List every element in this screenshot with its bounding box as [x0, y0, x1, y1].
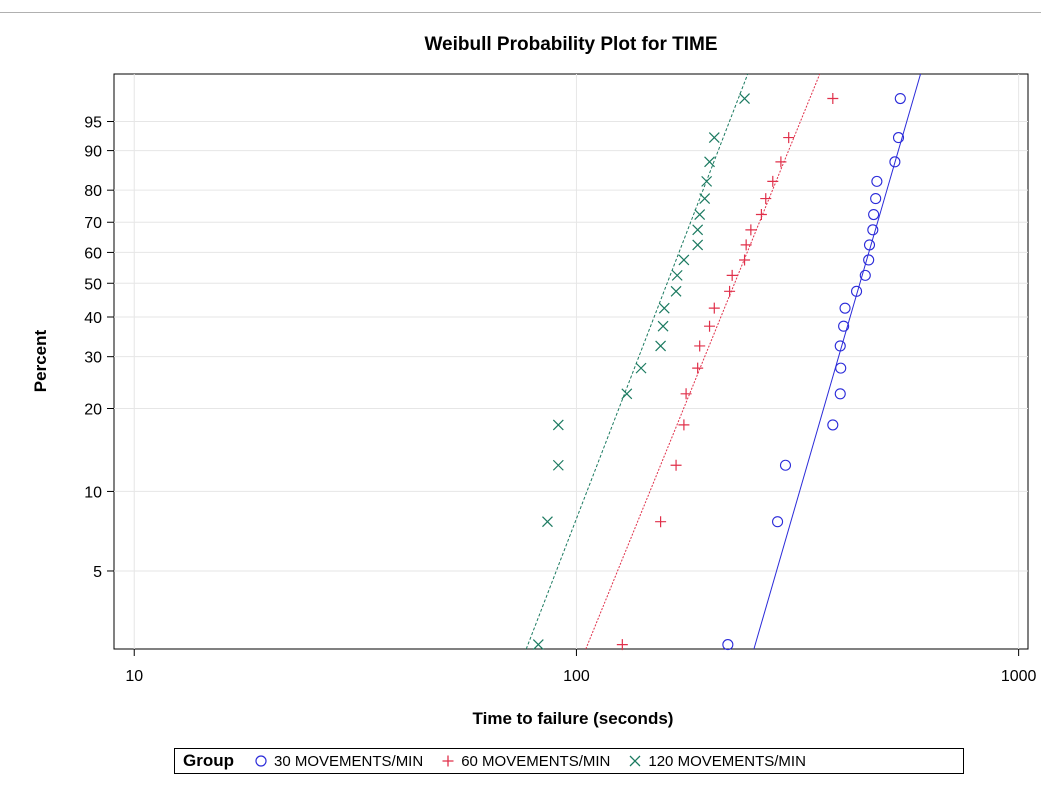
data-point-circle [834, 388, 846, 400]
y-tick-label: 20 [84, 402, 102, 419]
data-point-circle [772, 516, 784, 528]
y-tick-label: 30 [84, 350, 102, 367]
data-point-circle [863, 239, 876, 251]
y-tick-label: 10 [84, 484, 102, 501]
data-point-plus [775, 156, 787, 168]
data-point-plus [724, 285, 736, 297]
legend-label: 60 MOVEMENTS/MIN [461, 752, 611, 770]
legend-item-30: 30 MOVEMENTS/MIN [254, 753, 423, 770]
data-point-x [692, 239, 704, 251]
data-point-plus [767, 175, 779, 187]
data-point-plus [726, 269, 738, 281]
chart-title: Weibull Probability Plot for TIME [424, 34, 717, 55]
data-point-x [621, 388, 633, 400]
data-point-plus [692, 362, 704, 374]
x-axis-ticks: 10 100 1000 [125, 649, 1037, 685]
top-divider [0, 12, 1041, 13]
data-point-x [699, 193, 711, 204]
data-point-x [739, 93, 750, 104]
y-tick-label: 50 [84, 276, 102, 293]
data-point-plus [745, 224, 757, 236]
legend-item-120: 120 MOVEMENTS/MIN [628, 753, 806, 770]
data-point-circle [827, 419, 839, 431]
data-point-circle [835, 362, 847, 374]
data-point-x [532, 639, 544, 651]
data-point-circle [870, 193, 882, 205]
x-axis-label: Time to failure (seconds) [473, 709, 674, 728]
data-point-plus [827, 93, 839, 105]
data-point-circle [867, 224, 879, 236]
legend-title: Group [183, 751, 234, 770]
data-point-circle [838, 320, 850, 332]
data-point-circle [839, 302, 851, 314]
data-point-x [692, 224, 704, 236]
fit-line [753, 73, 922, 650]
data-point-plus [680, 388, 692, 400]
data-point-x [694, 209, 706, 220]
data-point-circle [894, 92, 906, 105]
data-point-x [657, 320, 669, 332]
fit-line [525, 73, 749, 650]
data-point-x [552, 459, 564, 471]
x-tick-label: 1000 [1001, 668, 1037, 685]
data-point-plus [678, 419, 690, 431]
data-point-circle [863, 254, 875, 266]
y-tick-label: 60 [84, 245, 102, 262]
legend-label: 120 MOVEMENTS/MIN [648, 752, 806, 770]
data-point-circle [722, 639, 734, 651]
data-point-circle [889, 156, 901, 168]
data-point-plus [740, 239, 752, 251]
y-axis-ticks: 5 10 20 30 40 50 60 70 80 90 95 [84, 115, 114, 581]
data-point-plus [739, 254, 751, 266]
data-point-plus [704, 320, 716, 332]
data-point-circle [779, 459, 792, 471]
data-point-plus [708, 302, 720, 314]
data-point-x [701, 175, 713, 187]
plot-area-frame [113, 73, 1029, 650]
data-point-circle [868, 208, 880, 221]
data-point-plus [783, 132, 795, 144]
data-point-x [552, 419, 564, 431]
data-point-circle [834, 340, 846, 352]
data-point-circle [851, 285, 863, 297]
data-point-x [635, 362, 647, 374]
y-tick-label: 95 [84, 115, 102, 132]
grid-lines [114, 74, 1028, 649]
plus-marker-icon [442, 755, 454, 767]
data-point-x [704, 156, 715, 168]
data-point-circle [871, 175, 883, 187]
circle-marker-icon [255, 755, 267, 767]
data-point-x [670, 285, 682, 297]
x-tick-label: 100 [563, 668, 590, 685]
y-tick-label: 5 [93, 564, 102, 581]
data-point-x [671, 269, 683, 281]
data-point-circle [892, 132, 905, 144]
x-marker-icon [629, 755, 641, 767]
data-points [532, 92, 906, 651]
y-tick-label: 40 [84, 310, 102, 327]
legend-item-60: 60 MOVEMENTS/MIN [441, 753, 610, 770]
x-tick-label: 10 [125, 668, 143, 685]
data-point-plus [694, 340, 706, 352]
y-tick-label: 90 [84, 144, 102, 161]
fit-line [585, 73, 821, 650]
data-point-x [542, 516, 553, 528]
data-point-plus [760, 193, 772, 205]
data-point-plus [616, 639, 628, 651]
data-point-plus [670, 459, 682, 471]
data-point-x [678, 254, 690, 266]
y-tick-label: 70 [84, 215, 102, 232]
data-point-x [655, 340, 667, 352]
legend: Group 30 MOVEMENTS/MIN 60 MOVEMENTS/MIN … [174, 748, 964, 774]
y-axis-label: Percent [31, 329, 50, 392]
data-point-plus [655, 516, 667, 528]
fit-lines [525, 73, 922, 650]
legend-label: 30 MOVEMENTS/MIN [274, 752, 424, 770]
data-point-x [708, 132, 720, 144]
data-point-circle [859, 269, 871, 281]
data-point-plus [755, 209, 767, 221]
data-point-x [658, 302, 670, 314]
y-tick-label: 80 [84, 183, 102, 200]
